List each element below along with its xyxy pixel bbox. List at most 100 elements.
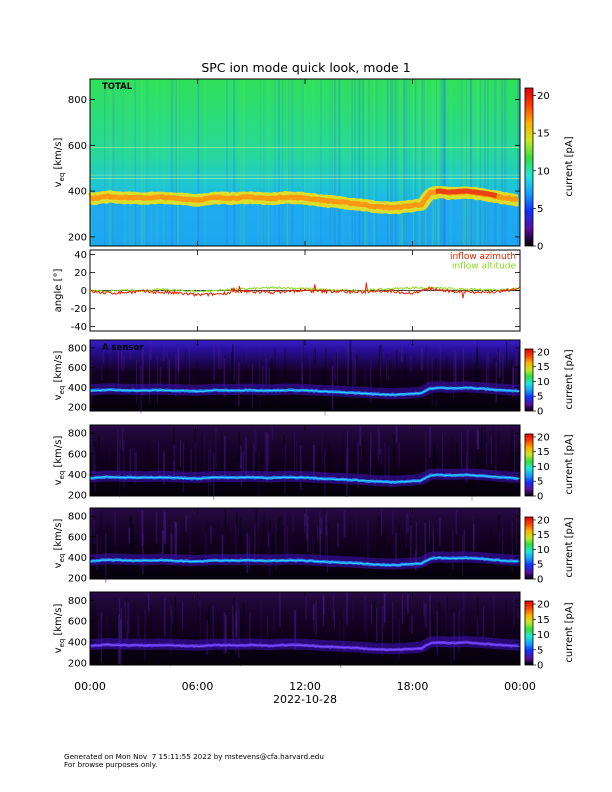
heatmap-streak (304, 79, 306, 246)
heatmap-streak (424, 79, 427, 246)
heatmap-streak (377, 516, 380, 565)
heatmap-streak (329, 79, 331, 246)
heatmap-streak (93, 602, 96, 643)
heatmap-streak (136, 449, 139, 467)
heatmap-streak (433, 444, 436, 476)
heatmap-streak (285, 608, 287, 651)
heatmap-streak (408, 79, 411, 246)
heatmap-streak (469, 79, 472, 246)
heatmap-streak (423, 79, 425, 246)
heatmap-streak (431, 79, 434, 246)
colorbar-label: current [pA] (564, 349, 575, 409)
heatmap-streak (335, 612, 337, 629)
heatmap-streak (308, 79, 310, 246)
heatmap-streak (271, 358, 273, 402)
heatmap-streak (476, 615, 479, 637)
heatmap-streak (453, 351, 455, 399)
heatmap-streak (123, 440, 125, 489)
heatmap-streak (266, 432, 268, 482)
heatmap-streak (388, 351, 389, 380)
y-tick-label: 200 (68, 232, 87, 243)
heatmap-streak (378, 431, 381, 456)
heatmap-streak (354, 358, 357, 386)
y-tick-label: -20 (71, 304, 87, 315)
heatmap-streak (441, 433, 443, 470)
heatmap-streak (436, 79, 437, 246)
heatmap-streak (92, 447, 95, 477)
heatmap-streak (90, 79, 93, 246)
heatmap-streak (129, 79, 132, 246)
heatmap-streak (259, 79, 261, 246)
heatmap-streak (354, 79, 356, 246)
heatmap-streak (274, 348, 276, 381)
y-tick-label: -40 (71, 322, 87, 333)
heatmap-streak (197, 607, 200, 646)
heatmap-streak (511, 428, 513, 463)
y-tick-label: 600 (68, 449, 87, 460)
heatmap-streak (472, 523, 475, 551)
heatmap-streak (406, 512, 409, 534)
colorbar-tick-label: 15 (537, 129, 550, 140)
heatmap-streak (326, 526, 328, 573)
heatmap-streak (113, 343, 115, 372)
heatmap-streak (235, 601, 238, 638)
heatmap-streak (163, 510, 165, 541)
heatmap-streak (262, 521, 265, 539)
y-tick-label: 600 (68, 363, 87, 374)
heatmap-streak (483, 79, 486, 246)
heatmap-streak (406, 517, 408, 566)
heatmap-streak (477, 611, 479, 642)
y-tick-label: 200 (68, 573, 87, 584)
heatmap-streak (414, 522, 416, 550)
heatmap-streak (476, 347, 479, 396)
colorbar-tick-label: 20 (537, 600, 550, 611)
heatmap-streak (313, 603, 315, 632)
heatmap-streak (183, 515, 185, 557)
heatmap-streak (110, 528, 112, 578)
heatmap-streak (451, 435, 453, 482)
heatmap-streak (473, 516, 474, 550)
heatmap-streak (514, 598, 516, 640)
heatmap-streak (357, 441, 359, 489)
heatmap-streak (117, 430, 119, 472)
heatmap-streak (197, 79, 200, 246)
heatmap-streak (469, 79, 471, 246)
heatmap-streak (359, 79, 361, 246)
heatmap-streak (267, 532, 269, 547)
heatmap-streak (238, 431, 240, 463)
y-tick-label: 600 (68, 532, 87, 543)
heatmap-streak (301, 341, 303, 383)
heatmap-streak (240, 453, 242, 487)
heatmap-streak (518, 348, 520, 378)
heatmap-streak (392, 79, 395, 246)
heatmap-streak (238, 608, 240, 658)
heatmap-streak (462, 593, 465, 644)
heatmap-streak (331, 79, 334, 246)
heatmap-streak (317, 526, 318, 541)
y-tick-label: 200 (68, 403, 87, 414)
colorbar-label: current [pA] (564, 434, 575, 494)
heatmap-streak (268, 366, 270, 385)
heatmap-streak (205, 613, 207, 630)
heatmap-streak (147, 440, 149, 461)
heatmap-streak (437, 79, 440, 246)
colorbar-tick-label: 15 (537, 447, 550, 458)
heatmap-streak (226, 439, 229, 460)
heatmap-streak (401, 79, 404, 246)
heatmap-streak (315, 600, 317, 636)
heatmap-streak (170, 533, 173, 565)
heatmap-streak (495, 361, 497, 403)
heatmap-streak (175, 79, 176, 246)
heatmap-streak (387, 79, 391, 246)
heatmap-streak (93, 520, 95, 545)
heatmap-streak (108, 79, 110, 246)
heatmap-streak (367, 79, 369, 246)
heatmap-streak (243, 79, 245, 246)
heatmap-streak (278, 517, 280, 541)
heatmap-streak (334, 610, 336, 629)
heatmap-streak (281, 607, 283, 632)
heatmap-streak (265, 358, 268, 384)
